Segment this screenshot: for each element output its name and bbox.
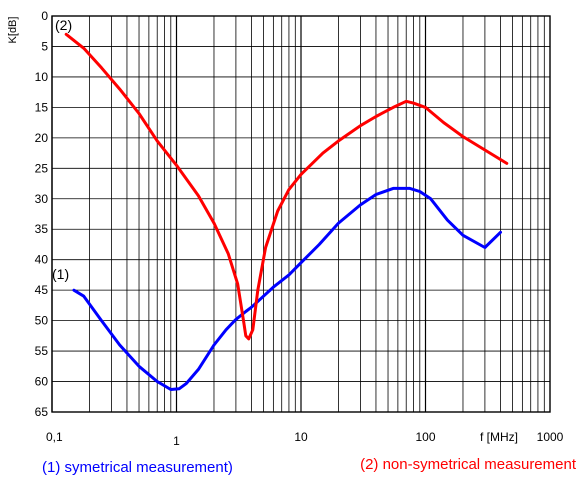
y-tick-label: 55 (35, 344, 49, 358)
legend-entry-2: (2) non-symetrical measurement (360, 456, 577, 473)
labels: 0 5 10 15 20 25 30 35 40 45 50 55 60 65 0,1 1 10 100 1000 K… (7, 9, 577, 476)
y-tick-label: 15 (35, 100, 49, 114)
series-line-2 (64, 32, 509, 341)
y-tick-label: 20 (35, 131, 49, 145)
series-line-1 (72, 186, 502, 391)
y-tick-label: 0 (41, 9, 48, 23)
y-tick-label: 45 (35, 283, 49, 297)
y-tick-label: 60 (35, 375, 49, 389)
x-tick-label: 10 (294, 430, 308, 444)
y-tick-label: 50 (35, 314, 49, 328)
x-axis-label: f [MHz] (480, 430, 518, 444)
x-tick-label: 1 (173, 434, 180, 448)
y-tick-label: 30 (35, 192, 49, 206)
y-tick-label: 40 (35, 253, 49, 267)
x-tick-label: 0,1 (46, 430, 63, 444)
y-tick-label: 65 (35, 405, 49, 419)
axes (51, 15, 551, 413)
legend-entry-1: (1) symetrical measurement) (42, 459, 233, 476)
plot-frame (51, 15, 551, 413)
x-tick-label: 100 (415, 430, 435, 444)
y-tick-label: 5 (41, 39, 48, 53)
x-tick-label: 1000 (537, 430, 564, 444)
series-marker-label-2: (2) (55, 17, 72, 33)
y-tick-label: 10 (35, 70, 49, 84)
series-marker-label-1: (1) (52, 266, 69, 282)
series-lines (64, 32, 509, 391)
y-tick-label: 35 (35, 222, 49, 236)
y-tick-label: 25 (35, 161, 49, 175)
y-axis-label: K[dB] (7, 17, 19, 44)
